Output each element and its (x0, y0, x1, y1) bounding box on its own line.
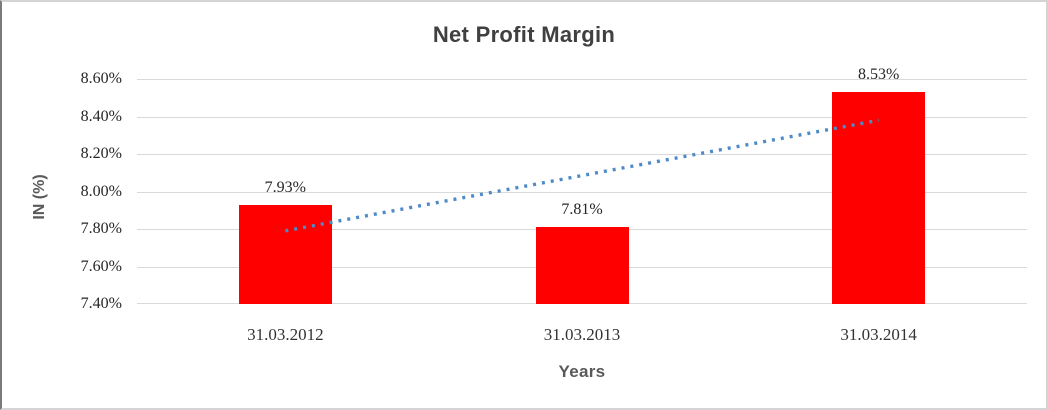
bar-value-label: 7.81% (561, 201, 603, 219)
y-tick-label: 7.80% (80, 220, 122, 237)
y-tick-label: 8.60% (80, 70, 122, 87)
trendline (285, 118, 879, 233)
y-tick-label: 8.20% (80, 145, 122, 162)
y-tick-label: 7.60% (80, 257, 122, 275)
y-tick-label: 8.40% (80, 107, 122, 125)
y-axis: 8.60% 8.40% 8.20% 8.00% 7.80% 7.60% 7.40% (2, 70, 122, 312)
gridline (137, 79, 1027, 80)
bar (535, 227, 629, 304)
gridline (137, 116, 1027, 118)
x-category-label: 31.03.2012 (247, 325, 324, 344)
gridline (137, 191, 1027, 193)
y-tick-label: 7.40% (80, 295, 122, 312)
bar (238, 204, 332, 304)
x-axis: 31.03.2012 31.03.2013 31.03.2014 (137, 325, 1027, 351)
x-category-label: 31.03.2014 (840, 325, 917, 344)
bar-value-label: 8.53% (857, 66, 900, 84)
bar-value-label: 7.93% (264, 178, 306, 196)
x-axis-title: Years (558, 362, 606, 381)
chart-title: Net Profit Margin (432, 22, 616, 47)
y-tick-label: 8.00% (80, 182, 122, 200)
x-category-label: 31.03.2013 (543, 325, 621, 344)
gridline (137, 154, 1027, 155)
bar (832, 92, 926, 304)
plot-area: 7.93% 7.81% 8.53% (137, 66, 1027, 304)
